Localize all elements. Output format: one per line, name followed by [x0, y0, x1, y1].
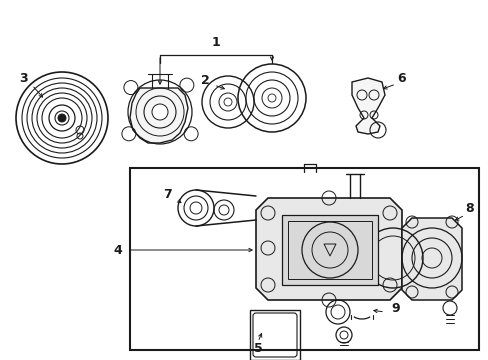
Text: 7: 7: [163, 188, 172, 201]
Polygon shape: [256, 198, 401, 300]
Circle shape: [58, 114, 66, 122]
Bar: [287, 221, 371, 279]
Text: 6: 6: [397, 72, 406, 85]
Circle shape: [224, 98, 231, 106]
Bar: [130, 168, 478, 350]
Text: 8: 8: [465, 202, 473, 215]
Bar: [282, 215, 377, 285]
Circle shape: [55, 111, 69, 125]
Polygon shape: [401, 218, 461, 300]
Text: 5: 5: [253, 342, 262, 355]
Circle shape: [152, 104, 168, 120]
Text: 2: 2: [200, 73, 209, 86]
Text: 4: 4: [113, 243, 122, 257]
Polygon shape: [351, 78, 384, 134]
Bar: [249, 310, 299, 360]
Text: 9: 9: [391, 302, 400, 315]
Circle shape: [267, 94, 275, 102]
Text: 3: 3: [20, 72, 28, 85]
Polygon shape: [130, 88, 187, 143]
Text: 1: 1: [211, 36, 220, 49]
